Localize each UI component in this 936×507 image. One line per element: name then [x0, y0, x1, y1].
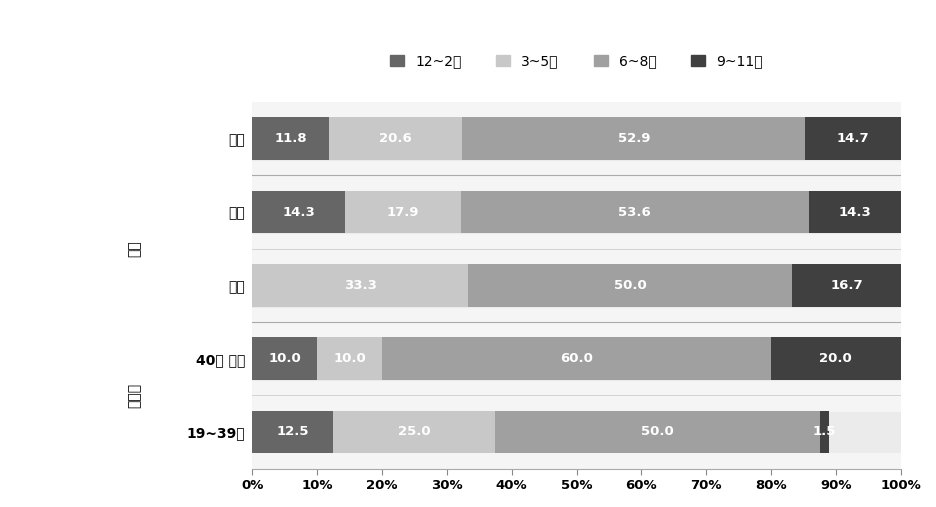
Bar [253, 264, 900, 307]
Text: 33.3: 33.3 [344, 279, 377, 292]
Text: 11.8: 11.8 [274, 132, 307, 145]
Bar [253, 337, 900, 380]
Bar [462, 118, 805, 160]
Bar [820, 411, 829, 453]
Bar [253, 118, 329, 160]
Bar [253, 118, 900, 160]
Bar [495, 411, 820, 453]
Bar [253, 264, 468, 307]
Bar [329, 118, 462, 160]
Text: 1.5: 1.5 [812, 425, 836, 439]
Text: 60.0: 60.0 [560, 352, 592, 365]
Text: 14.3: 14.3 [839, 205, 871, 219]
Text: 12.5: 12.5 [277, 425, 309, 439]
Bar [253, 191, 345, 233]
Text: 10.0: 10.0 [269, 352, 301, 365]
Bar [317, 337, 382, 380]
Bar [253, 380, 900, 411]
Text: 53.6: 53.6 [619, 205, 651, 219]
Text: 50.0: 50.0 [641, 425, 674, 439]
Text: 20.6: 20.6 [379, 132, 412, 145]
Bar [461, 191, 809, 233]
Text: 52.9: 52.9 [618, 132, 651, 145]
Text: 연령별: 연령별 [127, 383, 141, 408]
Bar [771, 337, 900, 380]
Text: 17.9: 17.9 [387, 205, 419, 219]
Text: 10.0: 10.0 [333, 352, 366, 365]
Text: 20.0: 20.0 [819, 352, 852, 365]
Bar [253, 411, 900, 453]
Text: 50.0: 50.0 [614, 279, 647, 292]
Bar [805, 118, 900, 160]
Text: 14.7: 14.7 [837, 132, 870, 145]
Bar [253, 191, 900, 233]
Bar [468, 264, 793, 307]
Bar [793, 264, 900, 307]
Bar [253, 453, 900, 468]
Bar [253, 160, 900, 191]
Text: 14.3: 14.3 [283, 205, 315, 219]
Bar [382, 337, 771, 380]
Bar [253, 233, 900, 264]
Bar [345, 191, 461, 233]
Bar [253, 337, 317, 380]
Bar [253, 102, 900, 118]
Bar [333, 411, 495, 453]
Legend: 12~2월, 3~5월, 6~8월, 9~11월: 12~2월, 3~5월, 6~8월, 9~11월 [390, 54, 763, 68]
Text: 성별: 성별 [127, 240, 141, 257]
Text: 16.7: 16.7 [830, 279, 863, 292]
Bar [809, 191, 901, 233]
Text: 25.0: 25.0 [398, 425, 431, 439]
Bar [253, 307, 900, 337]
Bar [253, 411, 333, 453]
